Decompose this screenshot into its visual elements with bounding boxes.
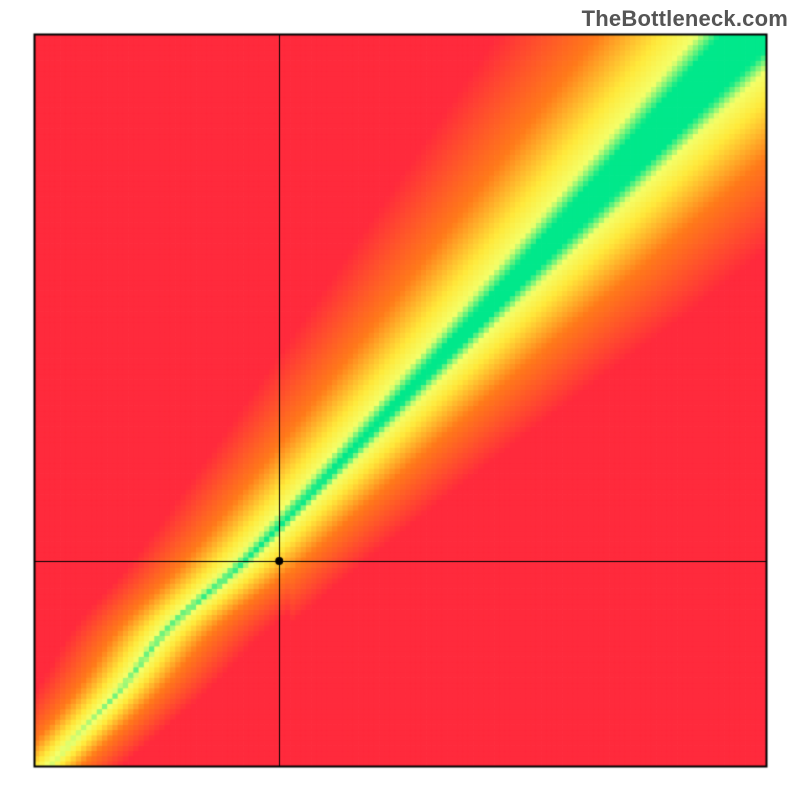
watermark-text: TheBottleneck.com xyxy=(582,6,788,32)
chart-container: TheBottleneck.com xyxy=(0,0,800,800)
heatmap-chart xyxy=(0,0,800,800)
